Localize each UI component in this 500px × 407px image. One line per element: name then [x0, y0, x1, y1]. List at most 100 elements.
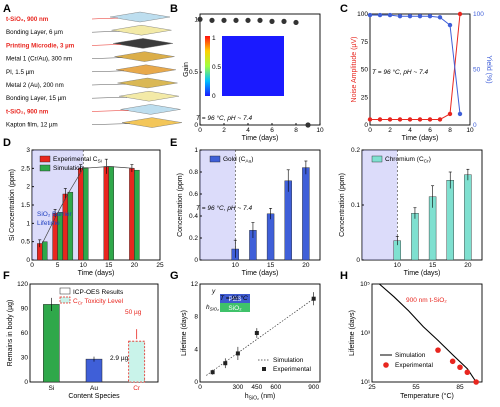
chart-c-xtick-label: 2 — [388, 127, 392, 134]
chart-c-point-0 — [397, 117, 403, 122]
chart-g-inset-pbs — [220, 294, 250, 303]
chart-d-xtick-label: 0 — [30, 262, 34, 269]
chart-c-point-0 — [407, 117, 413, 122]
annotation-h: 900 nm t-SiO₂ — [406, 297, 447, 304]
chart-e-cr-ytick-label: 0.2 — [351, 147, 360, 154]
chart-g-point — [254, 331, 259, 335]
chart-b-xtick-label: 6 — [270, 127, 274, 134]
chart-h-ytick-label: 10¹ — [361, 379, 371, 386]
chart-e-cr-xtick-label: 20 — [464, 262, 472, 269]
chart-b-point — [245, 17, 251, 23]
chart-d-ytick-label: 0 — [26, 257, 30, 264]
chart-e-cr-ylabel: Concentration (ppm) — [339, 173, 346, 237]
chart-b-xtick-label: 0 — [198, 127, 202, 134]
chart-g-xlabel: hSiO₂ (nm) — [245, 393, 276, 402]
chart-c-xtick-label: 0 — [368, 127, 372, 134]
chart-b-xtick-label: 8 — [294, 127, 298, 134]
chart-b-frame — [199, 13, 321, 126]
chart-g-inset-sio2 — [220, 303, 250, 312]
chart-g-frame — [199, 283, 321, 383]
chart-c-ylabel-right: Yield (%) — [485, 55, 492, 83]
chart-c-point-1 — [437, 15, 443, 20]
layer-slab-8 — [121, 117, 183, 128]
chart-b-point — [233, 17, 239, 23]
chart-d-xtick-label: 20 — [131, 262, 139, 269]
chart-c-point-0 — [457, 11, 463, 17]
layer-slab-5 — [117, 77, 178, 89]
chart-d-legend-swatch — [39, 155, 51, 163]
chart-d-xlabel: Time (days) — [78, 270, 115, 277]
chart-d-ytick-label: 2 — [26, 184, 30, 191]
chart-h-ytick-label: 10³ — [361, 330, 371, 337]
chart-e-cr-ytick-label: 0.1 — [351, 202, 360, 209]
chart-e-gold-shade — [200, 150, 236, 260]
chart-c-point-1 — [387, 12, 393, 18]
chart-h-xtick-label: 55 — [412, 384, 420, 391]
chart-f-legend-swatch-2 — [59, 296, 71, 304]
chart-h-xtick-label: 25 — [368, 384, 376, 391]
chart-c-xtick-label: 6 — [428, 127, 432, 134]
chart-c-point-1 — [457, 111, 463, 117]
chart-e-gold-ylabel: Concentration (ppm) — [177, 173, 184, 237]
chart-f-ytick-label: 120 — [17, 281, 28, 288]
chart-b-point — [209, 17, 215, 23]
chart-f-legend-label-2: CCr Toxicity Level — [73, 298, 124, 307]
chart-e-gold-ytick-label: 0.4 — [189, 213, 198, 220]
layer-leader-8 — [91, 123, 131, 125]
chart-b-xtick-label: 2 — [222, 127, 226, 134]
chart-f-remains: 0 30 60 90 120 Content Species Remains in body… — [7, 281, 159, 400]
chart-c-series-line-0 — [370, 13, 461, 120]
chart-c-point-1 — [427, 14, 433, 19]
chart-h-xtick-label: 85 — [456, 384, 464, 391]
panel-label-h: H — [340, 270, 348, 282]
layer-slab-3 — [114, 51, 175, 62]
layer-slab-0 — [109, 11, 171, 23]
chart-d-bar — [134, 169, 140, 261]
chart-h-legend-label: Simulation — [395, 352, 426, 359]
chart-e-gold-ytick-label: 1 — [194, 147, 198, 154]
chart-e-cr-xlabel: Time (days) — [404, 270, 441, 277]
chart-c-point-1 — [367, 12, 373, 18]
chart-e-gold-legend-swatch — [209, 155, 221, 163]
chart-c-xlabel: Time (days) — [402, 135, 439, 142]
chart-g-legend-label-2: Experimental — [273, 366, 311, 373]
layer-slab-7 — [120, 104, 181, 115]
chart-b-point — [293, 19, 299, 26]
chart-c-ytick-label: 0 — [364, 122, 368, 129]
chart-c-series-line-1 — [370, 14, 461, 114]
layer-leader-6 — [91, 96, 128, 99]
chart-c-xtick-label: 8 — [448, 127, 452, 134]
chart-b-colorbar-label: 0 — [212, 93, 216, 100]
chart-f-legend-label: ICP-OES Results — [73, 289, 124, 296]
chart-h-point — [473, 379, 479, 385]
annotation-d-1: SiO₂ Barrier — [37, 211, 73, 218]
chart-b-inset-map — [222, 36, 284, 96]
chart-b-gain: 0 2 4 6 8 10 0 0.5 1 Time (days) Gain 0 0.5 1 — [183, 13, 324, 142]
layer-leader-5 — [91, 83, 126, 86]
chart-e-gold-frame — [199, 149, 321, 261]
chart-d-xtick-label: 5 — [56, 262, 60, 269]
chart-e-gold-xlabel: Time (days) — [242, 270, 279, 277]
chart-g-inset-sio2-label: SiO₂ — [228, 305, 242, 312]
chart-f-toxicity-bar — [128, 340, 146, 383]
panel-label-c: C — [340, 3, 348, 15]
chart-e-cr-legend-swatch — [371, 155, 383, 163]
chart-b-ytick-label: 1 — [194, 16, 198, 23]
layer-label-4: PI, 1.5 µm — [6, 69, 34, 76]
chart-d-bar — [57, 212, 63, 261]
chart-d-legend-swatch — [39, 164, 51, 172]
layer-leader-7 — [91, 110, 129, 112]
chart-e-cr-bar — [446, 180, 454, 261]
chart-g-ytick-label: 0 — [194, 379, 198, 386]
chart-c-point-0 — [387, 117, 393, 122]
chart-g-point — [235, 351, 240, 356]
chart-f-legend-swatch — [59, 287, 71, 295]
chart-g-xtick-label: 600 — [270, 384, 281, 391]
chart-e-gold-bar — [284, 180, 292, 261]
chart-e-cr-ytick-label: 0 — [356, 257, 360, 264]
chart-h-point — [449, 358, 456, 365]
callout-cr-measured: 2.9 µg — [110, 355, 129, 362]
chart-c-ytick-label: 100 — [357, 11, 368, 18]
callout-cr-toxicity: 50 µg — [125, 309, 142, 316]
